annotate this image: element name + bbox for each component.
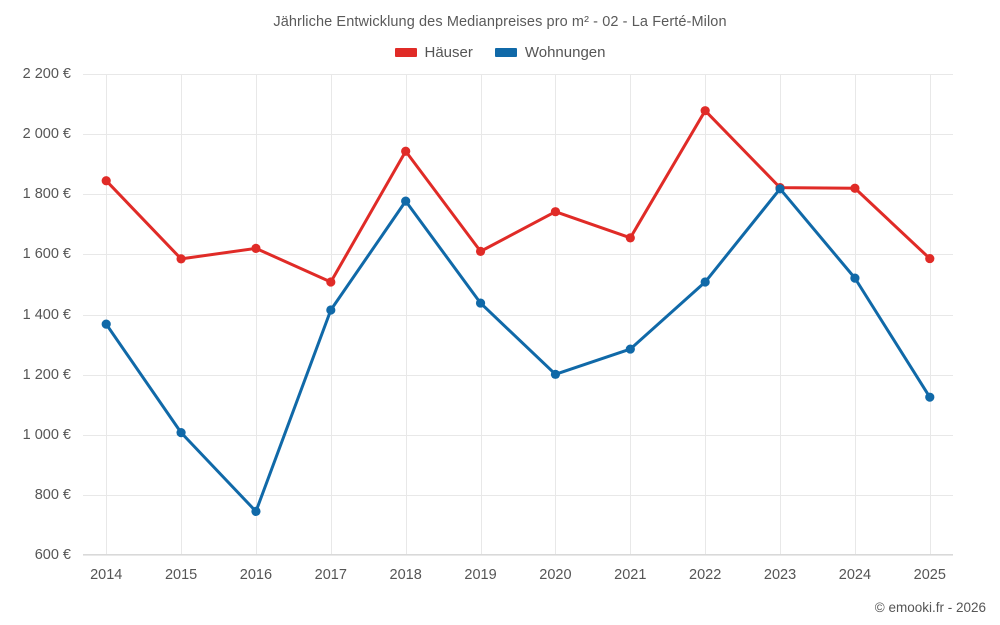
- gridline-horizontal: [83, 134, 953, 136]
- gridline-vertical: [480, 74, 482, 555]
- y-axis-tick-label: 2 200 €: [22, 66, 71, 82]
- x-axis-line: [83, 554, 953, 555]
- y-axis-tick-label: 800 €: [34, 486, 71, 503]
- data-point[interactable]: [326, 305, 336, 315]
- data-point[interactable]: [925, 392, 935, 402]
- data-point[interactable]: [625, 344, 635, 354]
- gridline-vertical: [780, 74, 782, 555]
- gridline-horizontal: [83, 494, 953, 496]
- gridline-vertical: [630, 74, 632, 555]
- data-point[interactable]: [475, 246, 486, 256]
- x-axis-tick-label: 2023: [763, 567, 797, 583]
- data-point[interactable]: [401, 196, 411, 206]
- gridline-vertical: [929, 74, 931, 555]
- gridline-vertical: [555, 74, 557, 555]
- gridline-horizontal: [83, 555, 953, 556]
- y-axis-tick-label: 1 800 €: [22, 186, 71, 203]
- data-point[interactable]: [850, 273, 860, 283]
- series-wohnungen: [101, 184, 935, 517]
- x-axis-tick-label: 2015: [164, 567, 198, 583]
- y-axis-tick-label: 2 000 €: [22, 126, 71, 143]
- x-axis-tick-label: 2025: [913, 567, 946, 583]
- y-axis-tick-label: 1 200 €: [22, 366, 71, 383]
- gridline-horizontal: [83, 314, 953, 316]
- gridline-vertical: [181, 74, 183, 555]
- plot-area: [83, 74, 953, 556]
- data-point[interactable]: [101, 176, 111, 186]
- chart-legend: Häuser Wohnungen: [0, 44, 1000, 61]
- gridline-horizontal: [83, 254, 953, 256]
- series-line: [104, 187, 932, 513]
- series-hauser: [101, 106, 935, 287]
- y-axis-tick-label: 1 400 €: [22, 306, 71, 323]
- y-axis-tick-label: 600 €: [34, 547, 71, 563]
- gridline-vertical: [705, 74, 707, 555]
- y-axis-tick-label: 1 600 €: [22, 246, 71, 263]
- x-axis-tick-label: 2021: [614, 567, 647, 583]
- gridline-vertical: [854, 74, 856, 555]
- gridline-horizontal: [83, 434, 953, 436]
- x-axis-tick-label: 2016: [239, 567, 273, 583]
- gridline-horizontal: [83, 194, 953, 196]
- data-point[interactable]: [101, 319, 111, 329]
- data-point[interactable]: [550, 207, 561, 217]
- data-point[interactable]: [775, 184, 785, 194]
- gridline-horizontal: [83, 74, 953, 75]
- data-point[interactable]: [251, 243, 261, 253]
- gridline-vertical: [106, 74, 108, 555]
- series-layer: [101, 106, 935, 517]
- data-point[interactable]: [925, 253, 935, 264]
- footer-credit: © emooki.fr - 2026: [874, 600, 986, 615]
- legend-swatch-hauser: [394, 48, 417, 57]
- gridline-horizontal: [83, 374, 953, 376]
- legend-item-hauser[interactable]: Häuser: [394, 44, 473, 61]
- x-axis-tick-label: 2018: [389, 567, 422, 583]
- chart-title: Jährliche Entwicklung des Medianpreises …: [273, 14, 727, 30]
- data-point[interactable]: [401, 146, 411, 156]
- data-point[interactable]: [700, 277, 710, 287]
- data-point[interactable]: [625, 233, 635, 243]
- data-point[interactable]: [176, 428, 186, 438]
- data-point[interactable]: [475, 298, 486, 308]
- x-axis-tick-label: 2017: [314, 567, 347, 583]
- x-axis-tick-label: 2024: [838, 567, 872, 583]
- data-point[interactable]: [176, 254, 186, 264]
- legend-label-hauser: Häuser: [424, 44, 473, 61]
- data-point[interactable]: [251, 506, 261, 517]
- x-axis-tick-label: 2020: [539, 567, 572, 583]
- legend-swatch-wohnungen: [494, 48, 517, 57]
- y-axis-tick-label: 1 000 €: [22, 426, 71, 443]
- data-point[interactable]: [550, 369, 561, 379]
- data-point[interactable]: [700, 106, 710, 116]
- series-line: [104, 109, 932, 284]
- x-axis-tick-label: 2019: [464, 567, 497, 583]
- data-point[interactable]: [326, 277, 336, 287]
- x-axis-tick-label: 2014: [90, 567, 123, 583]
- data-point[interactable]: [850, 183, 860, 193]
- legend-item-wohnungen[interactable]: Wohnungen: [494, 44, 606, 61]
- gridline-vertical: [255, 74, 257, 555]
- x-axis-tick-label: 2022: [689, 567, 722, 583]
- gridline-vertical: [405, 74, 407, 555]
- legend-label-wohnungen: Wohnungen: [524, 44, 606, 61]
